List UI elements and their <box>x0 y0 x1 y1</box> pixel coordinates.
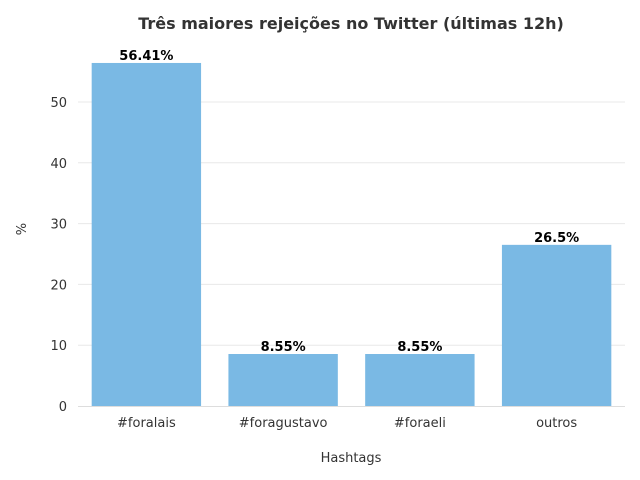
y-axis-label: % <box>15 223 30 235</box>
data-label: 8.55% <box>397 340 442 355</box>
data-label: 26.5% <box>534 231 579 246</box>
chart-title: Três maiores rejeições no Twitter (últim… <box>138 14 564 33</box>
bar-3 <box>365 354 475 406</box>
y-tick-label: 50 <box>50 96 67 111</box>
x-tick-label: outros <box>536 416 577 431</box>
x-tick-label: #foragustavo <box>239 416 328 431</box>
x-axis-label: Hashtags <box>321 451 382 466</box>
data-label: 8.55% <box>261 340 306 355</box>
bar-1 <box>91 62 202 406</box>
bar-2 <box>228 354 338 406</box>
x-axis-ticks: #foralais #foragustavo #foraeli outros <box>117 416 577 431</box>
y-tick-label: 40 <box>50 157 67 172</box>
y-tick-label: 0 <box>59 400 67 415</box>
bar-4 <box>501 244 612 406</box>
data-labels: 56.41% 8.55% 8.55% 26.5% <box>119 49 579 355</box>
y-tick-label: 10 <box>50 339 67 354</box>
bars <box>91 62 612 406</box>
y-tick-label: 20 <box>50 278 67 293</box>
y-tick-label: 30 <box>50 218 67 233</box>
data-label: 56.41% <box>119 49 173 64</box>
x-tick-label: #foraeli <box>394 416 446 431</box>
x-tick-label: #foralais <box>117 416 176 431</box>
y-axis-ticks: 0 10 20 30 40 50 <box>50 96 67 415</box>
